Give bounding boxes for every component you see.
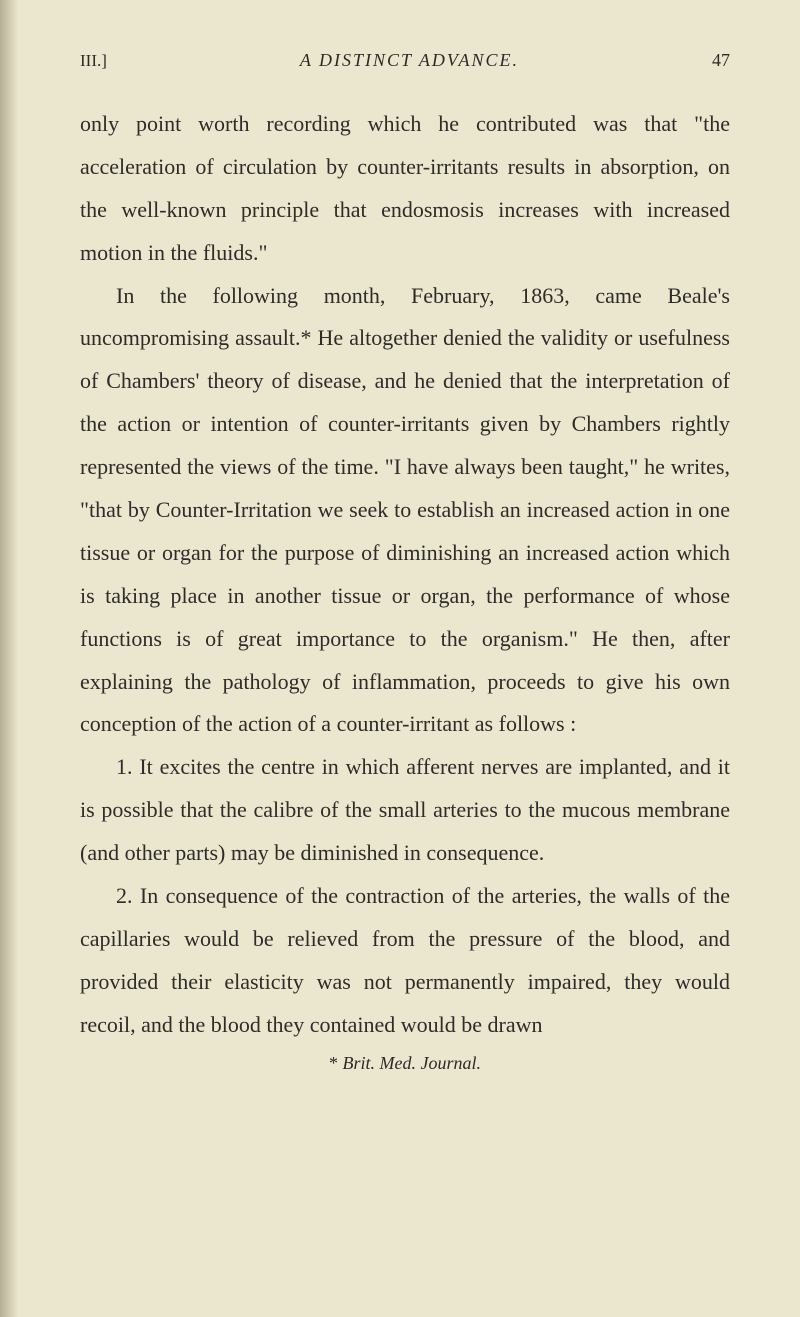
paragraph-2: In the following month, February, 1863, … xyxy=(80,275,730,747)
footnote-text: Brit. Med. Journal. xyxy=(343,1053,481,1073)
page-header: III.] A DISTINCT ADVANCE. 47 xyxy=(80,50,730,71)
footnote-marker: * xyxy=(329,1053,338,1073)
paragraph-3: 1. It excites the centre in which affere… xyxy=(80,746,730,875)
paragraph-4: 2. In consequence of the contraction of … xyxy=(80,875,730,1047)
running-title: A DISTINCT ADVANCE. xyxy=(300,50,519,71)
page-number: 47 xyxy=(712,50,730,71)
page-binding-shadow xyxy=(0,0,18,1317)
chapter-marker: III.] xyxy=(80,51,107,71)
footnote: * Brit. Med. Journal. xyxy=(80,1053,730,1074)
paragraph-1: only point worth recording which he cont… xyxy=(80,103,730,275)
page-content: III.] A DISTINCT ADVANCE. 47 only point … xyxy=(0,0,800,1134)
body-text: only point worth recording which he cont… xyxy=(80,103,730,1047)
